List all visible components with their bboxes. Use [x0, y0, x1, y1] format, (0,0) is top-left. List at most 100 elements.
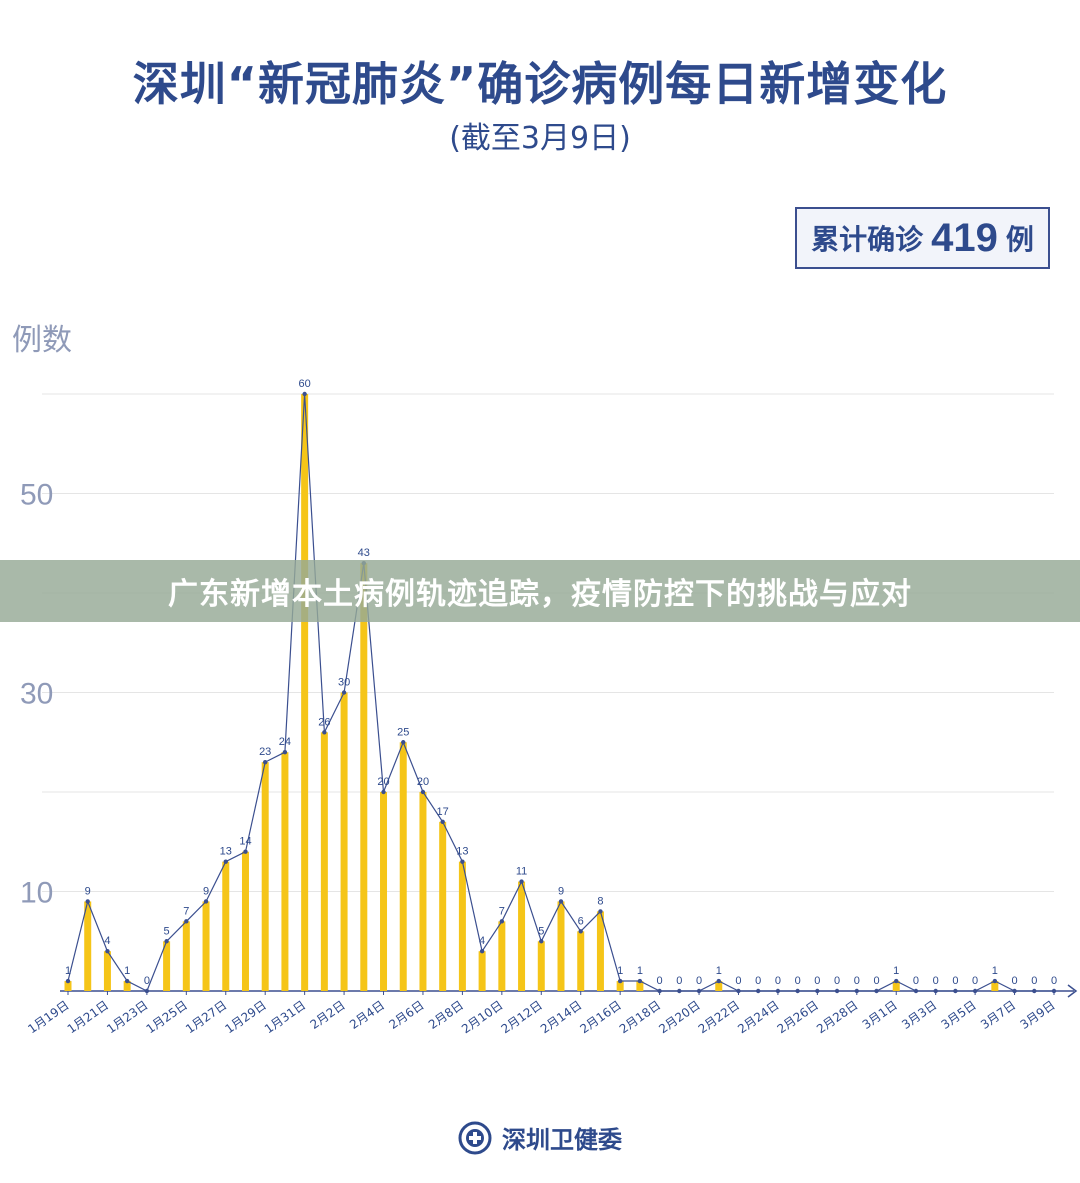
- x-tick-label: 3月5日: [939, 998, 979, 1032]
- bar: [320, 732, 328, 991]
- data-label: 60: [299, 378, 311, 390]
- x-tick-label: 2月4日: [347, 998, 387, 1032]
- x-tick-label: 1月31日: [262, 998, 308, 1036]
- data-point: [834, 988, 840, 994]
- bar: [261, 762, 269, 991]
- data-point: [558, 899, 564, 904]
- bar: [84, 901, 92, 991]
- x-tick-label: 2月22日: [696, 998, 742, 1036]
- data-point: [913, 988, 919, 994]
- data-label: 0: [795, 975, 801, 987]
- chart-subtitle: (截至3月9日): [449, 121, 631, 156]
- x-tick-label: 2月24日: [735, 998, 781, 1036]
- data-label: 30: [338, 677, 350, 689]
- data-label: 43: [358, 547, 370, 559]
- data-label: 0: [854, 975, 860, 987]
- bar: [281, 752, 289, 991]
- data-point: [578, 929, 583, 934]
- x-tick-label: 3月7日: [978, 998, 1018, 1032]
- data-label: 0: [913, 975, 919, 987]
- bar: [498, 921, 506, 991]
- health-commission-logo-icon: [458, 1121, 492, 1154]
- data-label: 7: [499, 905, 505, 917]
- x-tick-label: 3月3日: [899, 998, 939, 1032]
- data-label: 0: [775, 975, 781, 987]
- data-point: [598, 909, 603, 914]
- bar: [518, 881, 526, 991]
- x-tick-label: 2月14日: [538, 998, 584, 1036]
- y-axis-title: 例数: [12, 323, 72, 358]
- bar: [577, 931, 585, 991]
- data-label: 20: [377, 776, 389, 788]
- data-point: [617, 978, 623, 984]
- bar: [182, 921, 190, 991]
- data-point: [85, 899, 90, 904]
- x-tick-label: 1月19日: [25, 998, 71, 1036]
- x-tick-label: 2月10日: [459, 998, 505, 1036]
- data-label: 0: [696, 975, 702, 987]
- x-tick-label: 3月1日: [860, 998, 900, 1032]
- x-tick-label: 2月28日: [814, 998, 860, 1036]
- data-point: [756, 988, 761, 994]
- bar: [439, 821, 447, 991]
- data-point: [381, 789, 386, 795]
- data-label: 7: [183, 905, 189, 917]
- data-label: 1: [716, 965, 722, 977]
- data-label: 0: [735, 975, 741, 987]
- bar: [616, 981, 624, 991]
- x-tick-label: 2月26日: [775, 998, 821, 1036]
- data-point: [401, 740, 406, 745]
- data-point: [282, 750, 288, 755]
- data-label: 0: [933, 975, 939, 987]
- data-label: 23: [259, 746, 271, 758]
- data-label: 13: [220, 846, 232, 858]
- data-label: 6: [578, 915, 584, 927]
- data-label: 1: [637, 965, 643, 977]
- bar: [636, 981, 644, 991]
- data-label: 5: [164, 925, 170, 937]
- data-label: 0: [972, 975, 978, 987]
- bar: [537, 941, 545, 991]
- data-label: 0: [1031, 975, 1037, 987]
- data-label: 17: [437, 806, 449, 818]
- bar: [557, 901, 565, 991]
- total-cases-unit: 例: [1005, 223, 1034, 256]
- data-label: 0: [1011, 975, 1017, 987]
- x-tick-label: 2月6日: [386, 998, 426, 1032]
- bar: [301, 394, 309, 991]
- data-point: [637, 978, 643, 984]
- data-label: 0: [873, 975, 879, 987]
- x-tick-label: 3月9日: [1018, 998, 1058, 1032]
- data-point: [124, 978, 130, 984]
- data-label: 1: [617, 965, 623, 977]
- data-label: 14: [239, 836, 251, 848]
- data-label: 0: [144, 975, 150, 987]
- data-point: [894, 978, 899, 984]
- data-point: [716, 978, 721, 984]
- data-point: [184, 919, 189, 924]
- data-point: [203, 899, 209, 904]
- bar: [991, 981, 999, 991]
- x-tick-label: 2月18日: [617, 998, 663, 1036]
- data-point: [992, 978, 998, 984]
- bar: [163, 941, 171, 991]
- data-label: 9: [85, 885, 91, 897]
- bar: [64, 981, 72, 991]
- data-point: [243, 849, 248, 854]
- data-point: [322, 730, 327, 735]
- data-point: [460, 859, 465, 864]
- data-label: 25: [397, 726, 409, 738]
- data-point: [302, 391, 307, 397]
- data-point: [1032, 988, 1037, 994]
- bar: [380, 792, 388, 991]
- bar: [103, 951, 111, 991]
- bar: [123, 981, 131, 991]
- data-label: 9: [558, 885, 564, 897]
- bar: [458, 861, 466, 991]
- bar: [222, 861, 230, 991]
- bar: [419, 792, 427, 991]
- y-tick-label: 30: [20, 678, 53, 711]
- bar: [478, 951, 486, 991]
- data-label: 0: [814, 975, 820, 987]
- total-cases-label: 累计确诊: [811, 223, 924, 256]
